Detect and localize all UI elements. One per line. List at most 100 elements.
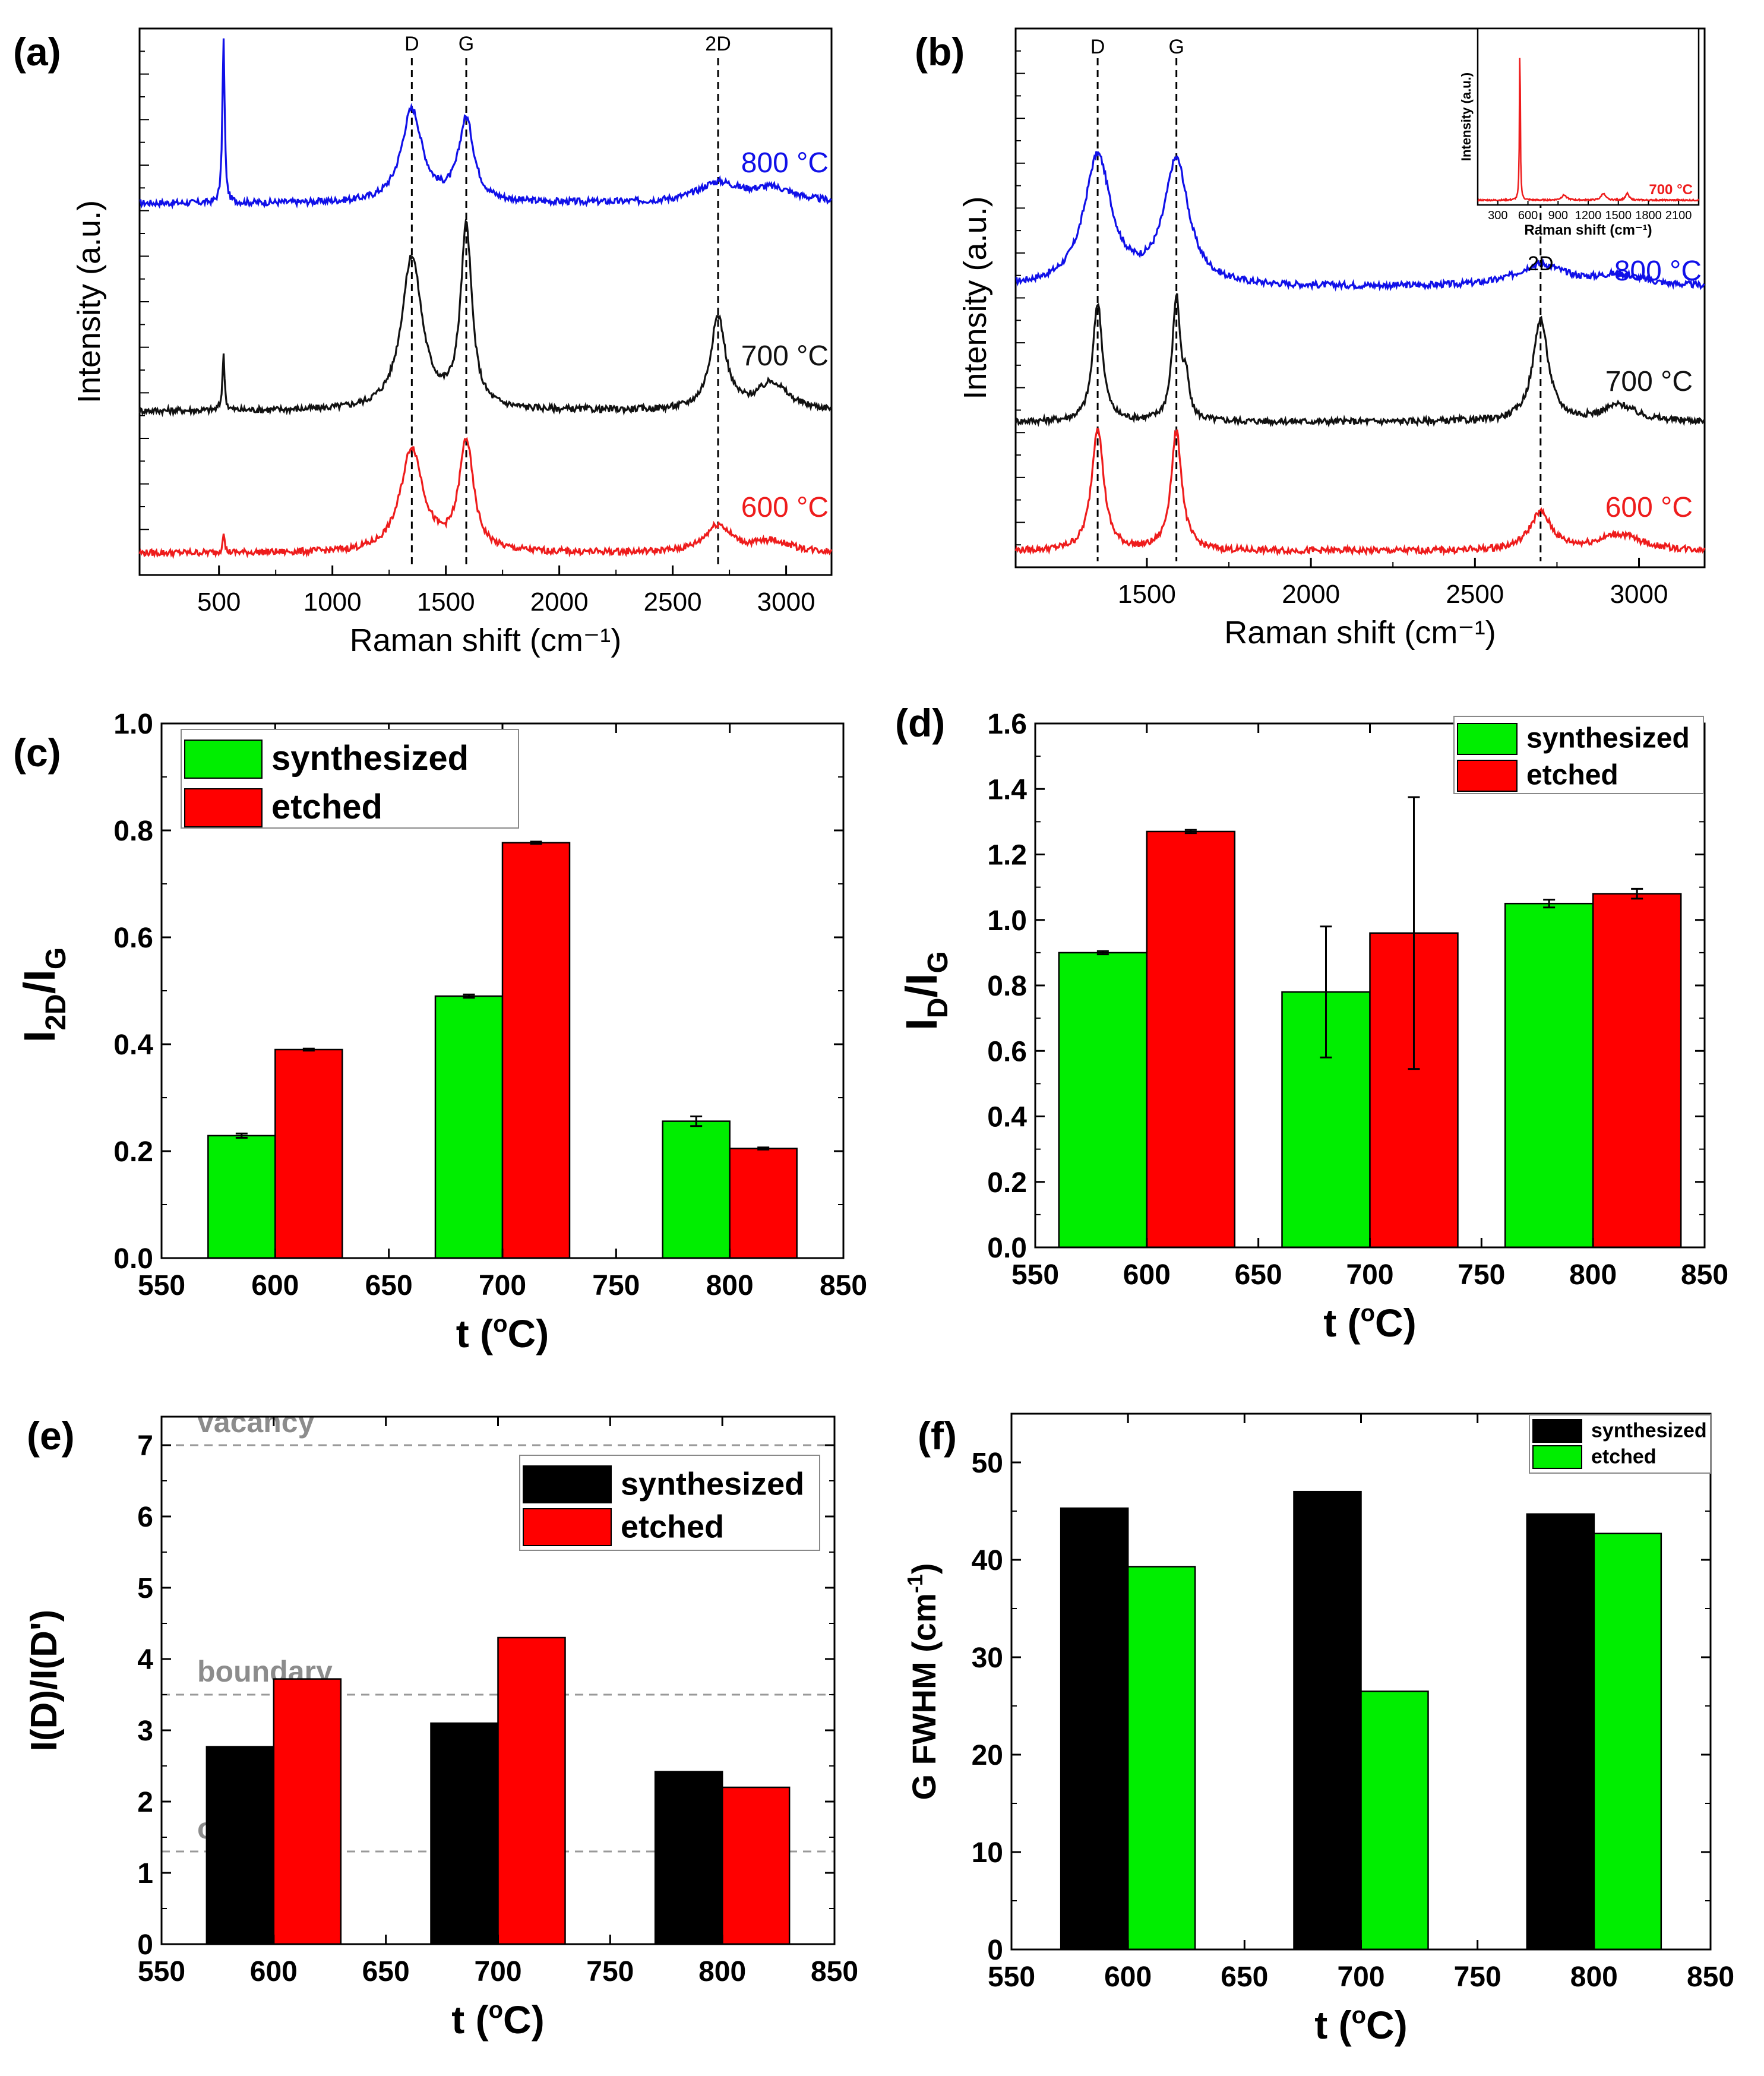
inset-x-tick-label: 900 <box>1548 209 1568 222</box>
x-tick-label: 1000 <box>304 587 362 617</box>
bar <box>1060 1507 1129 1951</box>
bar <box>434 995 504 1259</box>
y-axis-label: I(D)/I(D') <box>24 1610 65 1752</box>
x-axis-label: t (oC) <box>1314 2002 1407 2047</box>
bar <box>430 1722 499 1945</box>
y-axis-label: ID/IG <box>897 951 954 1031</box>
x-tick-label: 550 <box>138 1956 185 1987</box>
legend-label: etched <box>621 1509 724 1544</box>
y-tick-label: 0.4 <box>113 1029 153 1061</box>
y-tick-label: 1.0 <box>987 905 1027 937</box>
x-axis-label: Raman shift (cm⁻¹) <box>350 623 622 658</box>
x-tick-label: 700 <box>474 1956 521 1987</box>
x-tick-label: 1500 <box>417 587 475 617</box>
inset-x-axis-label: Raman shift (cm⁻¹) <box>1524 222 1652 238</box>
y-tick-label: 0.4 <box>987 1102 1027 1133</box>
panel-c-bar-chart: 0.0 0.2 0.4 0.6 0.8 1.0 550 600 650 700 750 800 850 t… <box>13 709 867 1355</box>
series-label: 700 °C <box>1605 366 1693 397</box>
bar <box>1592 893 1682 1249</box>
legend-label: synthesized <box>621 1466 804 1502</box>
legend-swatch <box>523 1465 612 1503</box>
legend-label: synthesized <box>1591 1420 1707 1442</box>
inset-x-tick-label: 1200 <box>1575 209 1602 222</box>
panel-b-raman-chart: 1500 2000 2500 3000 Raman shift (cm⁻¹) Intens… <box>915 27 1706 650</box>
panel-label: (e) <box>27 1414 75 1458</box>
inset-x-tick-label: 2100 <box>1665 209 1692 222</box>
peak-label: D <box>1090 36 1105 58</box>
inset-frame <box>1477 27 1700 206</box>
bar <box>1504 902 1594 1249</box>
series-label: 600 °C <box>1605 492 1693 523</box>
x-tick-label: 700 <box>1346 1259 1393 1291</box>
bar <box>662 1120 731 1259</box>
x-tick-label: 650 <box>1235 1259 1282 1291</box>
inset-series-line <box>1477 58 1699 203</box>
y-tick-label: 0.6 <box>113 922 153 954</box>
y-tick-label: 0 <box>137 1929 153 1961</box>
inset-x-tick-label: 1500 <box>1605 209 1632 222</box>
legend-swatch <box>184 740 263 779</box>
inset-x-tick-label: 1800 <box>1635 209 1662 222</box>
y-tick-label: 0 <box>987 1935 1003 1966</box>
series-line <box>139 38 832 210</box>
panel-a-raman-chart: 500 1000 1500 2000 2500 3000 Raman shift (cm⁻¹… <box>13 27 833 658</box>
x-tick-label: 500 <box>197 587 241 617</box>
y-tick-label: 0.6 <box>987 1036 1027 1067</box>
y-tick-label: 1 <box>137 1858 153 1889</box>
panel-label: (b) <box>915 30 965 74</box>
y-tick-label: 1.4 <box>987 774 1027 805</box>
y-tick-label: 0.2 <box>987 1167 1027 1199</box>
y-axis-label: I2D/IG <box>15 947 72 1042</box>
inset-y-axis-label: Intensity (a.u.) <box>1459 72 1474 161</box>
x-tick-label: 3000 <box>1610 580 1668 609</box>
y-axis-label: Intensity (a.u.) <box>71 200 107 403</box>
y-tick-label: 10 <box>972 1837 1003 1869</box>
x-tick-label: 850 <box>811 1956 858 1987</box>
plot-frame <box>138 27 833 576</box>
panel-label: (f) <box>918 1414 957 1458</box>
bar <box>1360 1690 1429 1951</box>
x-axis-label: t (oC) <box>451 1997 544 2042</box>
series-line <box>138 219 832 418</box>
x-tick-label: 600 <box>1104 1961 1152 1993</box>
x-tick-label: 2000 <box>1282 580 1340 609</box>
y-tick-label: 0.0 <box>987 1233 1027 1264</box>
x-tick-label: 1500 <box>1118 580 1176 609</box>
y-tick-label: 20 <box>972 1740 1003 1771</box>
x-tick-label: 750 <box>586 1956 634 1987</box>
bar <box>1127 1566 1196 1951</box>
x-tick-label: 850 <box>1681 1259 1728 1291</box>
x-tick-label: 850 <box>1687 1961 1734 1993</box>
bar <box>1058 952 1148 1249</box>
y-tick-label: 3 <box>137 1715 153 1747</box>
legend-label: etched <box>1526 760 1618 791</box>
x-tick-label: 800 <box>1569 1259 1617 1291</box>
legend-swatch <box>523 1508 612 1546</box>
x-axis-label: Raman shift (cm⁻¹) <box>1224 615 1496 650</box>
x-tick-label: 550 <box>138 1270 185 1301</box>
bar <box>721 1786 791 1945</box>
x-tick-label: 2500 <box>1446 580 1504 609</box>
x-tick-label: 3000 <box>757 587 815 617</box>
y-tick-label: 50 <box>972 1448 1003 1479</box>
peak-label: 2D <box>705 33 731 55</box>
bar <box>274 1048 343 1259</box>
legend-swatch <box>184 788 263 827</box>
series-line <box>1014 427 1706 557</box>
inset-x-tick-label: 300 <box>1488 209 1507 222</box>
x-tick-label: 650 <box>365 1270 413 1301</box>
y-tick-label: 1.6 <box>987 709 1027 740</box>
legend-label: etched <box>271 788 382 826</box>
series-line <box>138 437 833 560</box>
peak-label: D <box>404 33 419 55</box>
peak-label: G <box>459 33 474 55</box>
legend-label: synthesized <box>271 739 469 778</box>
bar <box>654 1771 723 1945</box>
inset-series-label: 700 °C <box>1649 182 1693 198</box>
bar <box>207 1135 276 1259</box>
bar <box>1293 1490 1362 1951</box>
peak-label: 2D <box>1528 252 1553 275</box>
y-tick-label: 6 <box>137 1502 153 1533</box>
x-tick-label: 800 <box>1570 1961 1618 1993</box>
y-axis-label: G FWHM (cm-1) <box>903 1563 943 1800</box>
